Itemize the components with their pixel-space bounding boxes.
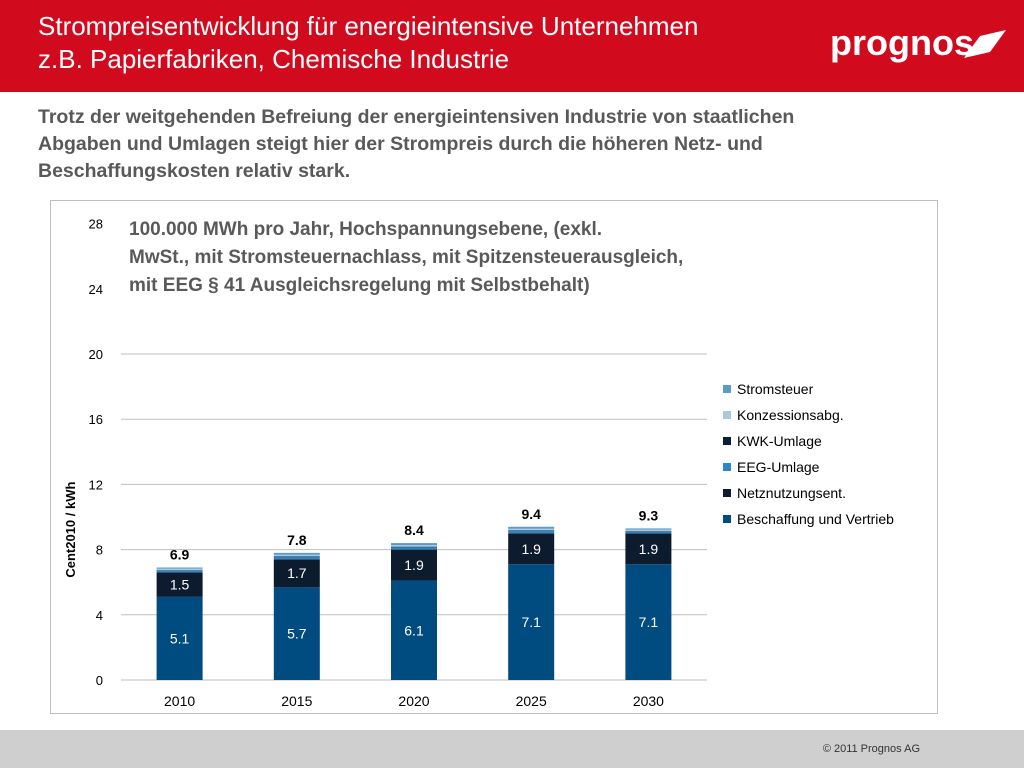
copyright-text: © 2011 Prognos AG xyxy=(822,743,920,755)
slide-subtitle: Trotz der weitgehenden Befreiung der ene… xyxy=(38,104,988,185)
header-bar: Strompreisentwicklung für energieintensi… xyxy=(0,0,1024,92)
bar-segment xyxy=(625,564,672,680)
bar-segment xyxy=(508,564,555,680)
bar-segment xyxy=(156,570,203,571)
legend-entry: Stromsteuer xyxy=(737,381,814,397)
data-label: 1.9 xyxy=(521,541,541,557)
stacked-bar-chart: 0 4 8 12 16 20 24 28 Cent2010 / kWh 100.000 MWh p… xyxy=(63,217,894,709)
chart-title-line: MwSt., mit Stromsteuernachlass, mit Spit… xyxy=(129,247,683,268)
bar-segment xyxy=(508,530,555,531)
slide-title-line-1: Strompreisentwicklung für energieintensi… xyxy=(38,11,699,41)
y-tick-label: 12 xyxy=(89,477,103,492)
bar-segment xyxy=(508,528,555,531)
bar-segment xyxy=(273,552,320,555)
data-label: 1.9 xyxy=(639,541,659,557)
bar-segment xyxy=(625,529,672,532)
bar-segment xyxy=(391,545,437,547)
bar-segment xyxy=(156,596,203,680)
data-label: 6.1 xyxy=(404,622,424,638)
bar-segment xyxy=(391,543,437,546)
legend-swatch xyxy=(723,463,731,471)
y-tick-label: 20 xyxy=(89,347,103,362)
logo-swoosh-icon xyxy=(964,30,1006,58)
x-tick-label: 2015 xyxy=(281,693,312,709)
subtitle-line-1: Trotz der weitgehenden Befreiung der ene… xyxy=(38,106,795,128)
chart-frame: 0 4 8 12 16 20 24 28 Cent2010 / kWh 100.000 MWh p… xyxy=(50,200,938,714)
y-axis-label: Cent2010 / kWh xyxy=(63,482,78,578)
bar-segment xyxy=(391,580,437,680)
bar-segment xyxy=(625,531,672,534)
chart-title-line: mit EEG § 41 Ausgleichsregelung mit Selb… xyxy=(129,275,590,296)
bar-segment xyxy=(273,556,320,558)
total-label: 6.9 xyxy=(170,547,190,563)
bar-segment xyxy=(508,526,555,529)
bar-segment xyxy=(156,568,203,571)
x-tick-label: 2025 xyxy=(516,693,547,709)
data-label: 5.7 xyxy=(287,626,307,642)
total-label: 9.3 xyxy=(639,507,659,523)
legend-swatch xyxy=(723,385,731,393)
subtitle-line-2: Abgaben und Umlagen steigt hier der Stro… xyxy=(38,133,763,155)
data-label: 1.7 xyxy=(287,565,307,581)
logo-text: prognos xyxy=(830,22,974,63)
total-label: 9.4 xyxy=(521,506,541,522)
y-tick-label: 16 xyxy=(89,412,103,427)
y-tick-label: 4 xyxy=(96,608,103,623)
slide-title: Strompreisentwicklung für energieintensi… xyxy=(38,10,798,76)
legend-entry: EEG-Umlage xyxy=(737,459,820,475)
legend-swatch xyxy=(723,515,731,523)
legend-entry: Netznutzungsent. xyxy=(737,485,846,501)
legend-entry: Beschaffung und Vertrieb xyxy=(737,511,894,527)
bar-segment xyxy=(273,554,320,557)
bar-segment xyxy=(508,533,555,565)
data-label: 7.1 xyxy=(521,614,541,630)
y-tick-label: 24 xyxy=(89,282,103,297)
bar-segment xyxy=(625,531,672,532)
y-tick-label: 28 xyxy=(89,217,103,232)
x-tick-label: 2020 xyxy=(398,693,429,709)
legend-entry: KWK-Umlage xyxy=(737,433,822,449)
y-tick-label: 8 xyxy=(96,543,103,558)
bar-segment xyxy=(508,530,555,534)
bar-segment xyxy=(391,549,437,581)
chart-title-line: 100.000 MWh pro Jahr, Hochspannungsebene… xyxy=(129,219,602,240)
bar-segment xyxy=(273,559,320,588)
data-label: 1.5 xyxy=(170,577,190,593)
legend-entry: Konzessionsabg. xyxy=(737,407,844,423)
x-tick-label: 2030 xyxy=(633,693,664,709)
legend-swatch xyxy=(723,437,731,445)
data-label: 5.1 xyxy=(170,630,190,646)
bar-segment xyxy=(156,570,203,573)
total-label: 7.8 xyxy=(287,532,307,548)
data-label: 7.1 xyxy=(639,614,659,630)
legend-swatch xyxy=(723,411,731,419)
x-tick-label: 2010 xyxy=(164,693,195,709)
bar-segment xyxy=(273,587,320,680)
bar-segment xyxy=(625,528,672,530)
bar-segment xyxy=(156,567,203,569)
legend-swatch xyxy=(723,489,731,497)
subtitle-line-3: Beschaffungskosten relativ stark. xyxy=(38,160,351,182)
bar-segment xyxy=(625,533,672,565)
data-label: 1.9 xyxy=(404,557,424,573)
prognos-logo: prognos xyxy=(830,22,1006,63)
y-tick-label: 0 xyxy=(96,673,103,688)
bar-segment xyxy=(391,546,437,548)
total-label: 8.4 xyxy=(404,522,424,538)
footer-bar: © 2011 Prognos AG xyxy=(0,730,1024,768)
bar-segment xyxy=(391,547,437,550)
slide-title-line-2: z.B. Papierfabriken, Chemische Industrie xyxy=(38,44,510,74)
bar-segment xyxy=(156,572,203,597)
bar-segment xyxy=(273,556,320,560)
